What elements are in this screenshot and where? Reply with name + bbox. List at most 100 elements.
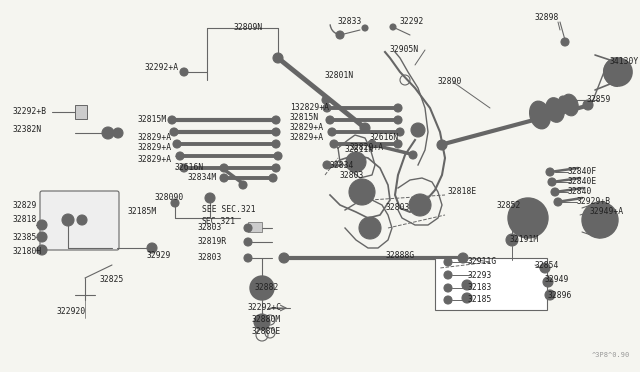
- Circle shape: [394, 140, 402, 148]
- Text: 32854: 32854: [535, 260, 559, 269]
- Text: 322920: 322920: [57, 308, 86, 317]
- Text: 32880M: 32880M: [252, 315, 281, 324]
- Circle shape: [437, 140, 447, 150]
- Circle shape: [540, 263, 550, 273]
- Circle shape: [250, 276, 274, 300]
- Text: 32818: 32818: [13, 215, 37, 224]
- Text: SEC.321: SEC.321: [202, 218, 236, 227]
- Circle shape: [506, 234, 518, 246]
- Text: 32949: 32949: [545, 276, 570, 285]
- Text: 32829+A: 32829+A: [138, 144, 172, 153]
- Text: 32829+A: 32829+A: [138, 134, 172, 142]
- Circle shape: [590, 210, 610, 230]
- Circle shape: [173, 140, 181, 148]
- Text: 32811N: 32811N: [345, 145, 374, 154]
- Circle shape: [336, 31, 344, 39]
- Text: 32385: 32385: [13, 234, 37, 243]
- Circle shape: [328, 128, 336, 136]
- Circle shape: [583, 100, 593, 110]
- Text: 32815N: 32815N: [290, 113, 319, 122]
- Text: 32616N: 32616N: [175, 164, 204, 173]
- Text: 32183: 32183: [468, 283, 492, 292]
- Text: 32382N: 32382N: [13, 125, 42, 135]
- Circle shape: [274, 152, 282, 160]
- Circle shape: [349, 179, 375, 205]
- Circle shape: [37, 232, 47, 242]
- Circle shape: [244, 224, 252, 232]
- Circle shape: [604, 58, 632, 86]
- Text: 32829+A: 32829+A: [350, 144, 384, 153]
- Text: 32803: 32803: [198, 224, 222, 232]
- Circle shape: [394, 116, 402, 124]
- Circle shape: [77, 215, 87, 225]
- FancyBboxPatch shape: [40, 191, 119, 250]
- Circle shape: [272, 116, 280, 124]
- Text: 32888G: 32888G: [386, 250, 415, 260]
- Text: 32185: 32185: [468, 295, 492, 305]
- Text: 32829+A: 32829+A: [290, 124, 324, 132]
- Text: 32292+A: 32292+A: [145, 64, 179, 73]
- Circle shape: [180, 68, 188, 76]
- Text: 32292+C: 32292+C: [248, 304, 282, 312]
- Circle shape: [272, 128, 280, 136]
- Text: 32829+A: 32829+A: [290, 134, 324, 142]
- Text: 32818E: 32818E: [448, 187, 477, 196]
- Circle shape: [326, 116, 334, 124]
- Text: 32834M: 32834M: [188, 173, 217, 183]
- Circle shape: [409, 194, 431, 216]
- Text: 32180H: 32180H: [13, 247, 42, 257]
- Text: 32840F: 32840F: [568, 167, 597, 176]
- Text: 328090: 328090: [155, 193, 184, 202]
- Circle shape: [220, 174, 228, 182]
- Circle shape: [62, 214, 74, 226]
- Circle shape: [244, 254, 252, 262]
- Circle shape: [559, 96, 567, 104]
- Circle shape: [323, 161, 331, 169]
- Circle shape: [582, 202, 618, 238]
- Circle shape: [390, 24, 396, 30]
- Circle shape: [444, 284, 452, 292]
- Text: 32880E: 32880E: [252, 327, 281, 337]
- Circle shape: [239, 181, 247, 189]
- Text: 32191M: 32191M: [510, 235, 540, 244]
- Circle shape: [368, 140, 376, 148]
- Text: 32833: 32833: [338, 17, 362, 26]
- Circle shape: [176, 152, 184, 160]
- Circle shape: [551, 188, 559, 196]
- Text: 32929+B: 32929+B: [577, 198, 611, 206]
- Circle shape: [458, 253, 468, 263]
- Circle shape: [359, 217, 381, 239]
- Text: 32882: 32882: [255, 283, 280, 292]
- Circle shape: [272, 164, 280, 172]
- Text: 32803: 32803: [340, 170, 364, 180]
- Circle shape: [113, 128, 123, 138]
- Text: 32896: 32896: [548, 291, 572, 299]
- Text: 32859: 32859: [587, 96, 611, 105]
- Circle shape: [147, 243, 157, 253]
- Text: 32911G: 32911G: [468, 257, 497, 266]
- Bar: [248, 222, 262, 232]
- Text: 32616N: 32616N: [370, 134, 399, 142]
- Ellipse shape: [530, 101, 550, 129]
- Circle shape: [269, 174, 277, 182]
- Text: 32829: 32829: [13, 201, 37, 209]
- Text: 32840E: 32840E: [568, 177, 597, 186]
- Ellipse shape: [546, 98, 564, 122]
- Circle shape: [346, 152, 366, 172]
- Text: 32815M: 32815M: [138, 115, 167, 125]
- Circle shape: [273, 53, 283, 63]
- Circle shape: [411, 123, 425, 137]
- Circle shape: [180, 164, 188, 172]
- Circle shape: [545, 290, 555, 300]
- Text: 32292: 32292: [400, 17, 424, 26]
- Ellipse shape: [562, 94, 578, 116]
- Text: 32185M: 32185M: [128, 208, 157, 217]
- Text: 32803: 32803: [198, 253, 222, 263]
- Text: 32809N: 32809N: [234, 23, 262, 32]
- Circle shape: [409, 151, 417, 159]
- Text: SEE SEC.321: SEE SEC.321: [202, 205, 255, 215]
- Circle shape: [516, 206, 540, 230]
- Text: 132829+A: 132829+A: [290, 103, 329, 112]
- Circle shape: [272, 140, 280, 148]
- Text: 34130Y: 34130Y: [610, 58, 639, 67]
